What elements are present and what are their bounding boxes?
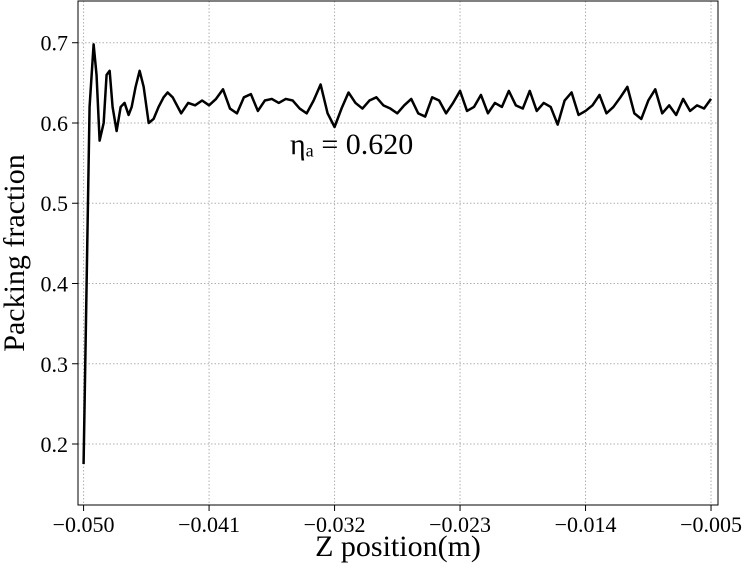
y-tick-label: 0.4 — [41, 271, 69, 296]
x-tick-label: −0.005 — [680, 512, 742, 537]
y-axis-label: Packing fraction — [0, 154, 31, 351]
plot-frame — [77, 0, 719, 506]
y-tick-label: 0.7 — [41, 31, 69, 56]
data-line — [82, 43, 713, 465]
x-axis-label: Z position(m) — [315, 530, 481, 563]
annotation: ηₐ = 0.620 — [290, 128, 413, 161]
y-tick-label: 0.2 — [41, 432, 69, 457]
x-tick-label: −0.014 — [555, 512, 617, 537]
x-tick-label: −0.050 — [53, 512, 115, 537]
y-tick-label: 0.5 — [41, 191, 69, 216]
y-tick-label: 0.6 — [41, 111, 69, 136]
x-tick-label: −0.032 — [304, 512, 366, 537]
x-tick-label: −0.023 — [429, 512, 491, 537]
x-tick-label: −0.041 — [178, 512, 240, 537]
y-tick-label: 0.3 — [41, 352, 69, 377]
